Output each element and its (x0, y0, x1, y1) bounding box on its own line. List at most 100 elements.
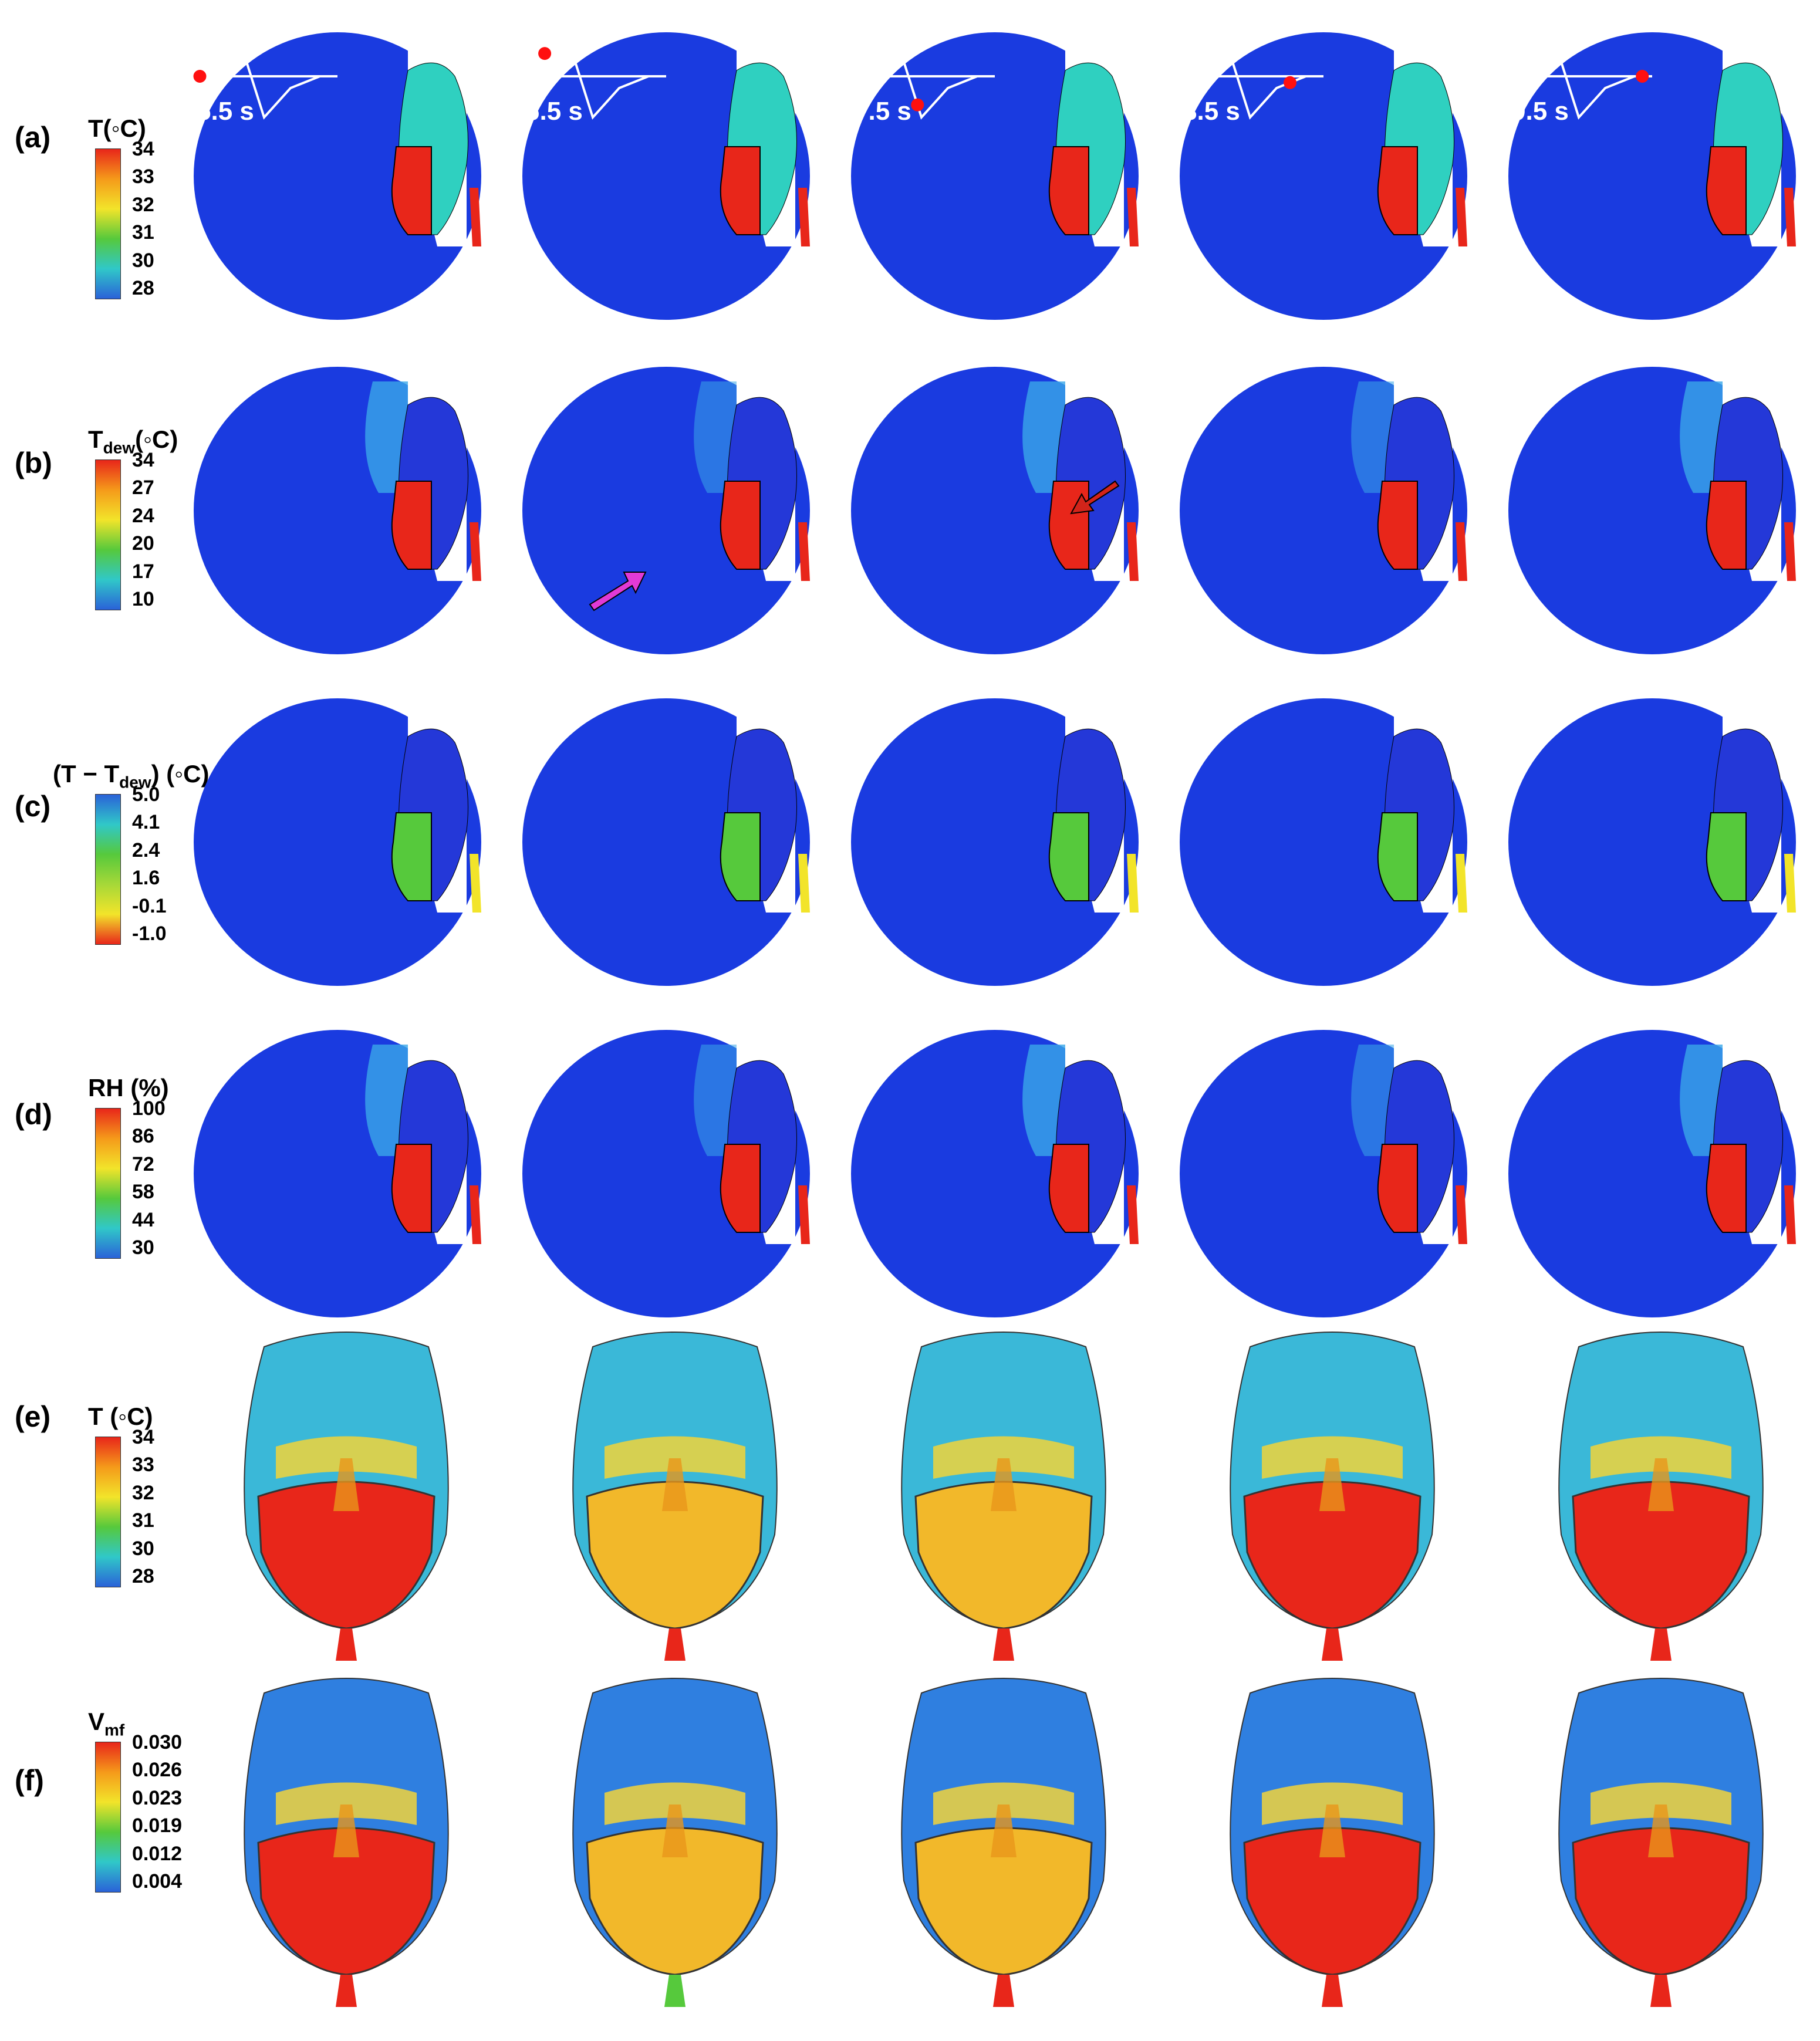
neck-tube (1650, 1628, 1672, 1661)
row-label: (b) (15, 447, 52, 479)
mask-region (1377, 812, 1418, 901)
colorbar-legend: T (◦C) 34 33 32 31 30 28 (88, 1403, 205, 1587)
nose (1648, 1805, 1674, 1857)
colorbar-legend: T(◦C) 34 33 32 31 30 28 (88, 114, 205, 299)
waveform-marker (1636, 70, 1649, 83)
time-label: 8.5 s (1183, 97, 1240, 126)
domain-panel-svg (1180, 698, 1467, 986)
mask-region (391, 481, 432, 570)
colorbar-title: Tdew(◦C) (88, 425, 178, 457)
domain-panel-svg (193, 32, 481, 320)
face-panel (1538, 1323, 1784, 1687)
waveform-line (194, 33, 337, 120)
row-label: (f) (15, 1764, 44, 1797)
neck-strap (1784, 1185, 1796, 1244)
colorbar-tick-label: 0.023 (132, 1786, 183, 1809)
domain-panel-svg (522, 1030, 810, 1317)
colorbar-tick-label: 30 (132, 249, 154, 272)
colorbar-tick-label: 30 (132, 1537, 154, 1560)
domain-panel-svg (194, 367, 481, 654)
eye-region (1262, 1782, 1403, 1825)
eye-region (605, 1436, 745, 1479)
domain-panel-svg (194, 698, 481, 986)
colorbar-tick-label: 28 (132, 1565, 154, 1588)
breathing-waveform (1180, 33, 1323, 120)
breathing-waveform (522, 33, 666, 120)
domain-panel-svg (851, 1030, 1139, 1317)
exhaled-plume (1351, 381, 1394, 493)
neck-strap (1456, 854, 1467, 913)
neck-tube (664, 1628, 686, 1661)
exhaled-plume (365, 381, 408, 493)
face-panel-svg (901, 1332, 1106, 1661)
domain-panel (1476, 998, 1820, 1350)
colorbar-title: T (◦C) (88, 1403, 153, 1431)
nose (333, 1458, 359, 1511)
domain-panel-svg (194, 1030, 481, 1317)
colorbar-title-text: T (◦C) (88, 1403, 153, 1430)
colorbar-title-text: RH (%) (88, 1074, 169, 1101)
neck-strap (1127, 188, 1139, 246)
colorbar-tick-label: 2.4 (132, 839, 160, 861)
colorbar-title: Vmf (88, 1708, 124, 1739)
colorbar-tick-label: 17 (132, 560, 154, 583)
face-panel-svg (1230, 1678, 1435, 2007)
domain-panel (819, 0, 1171, 352)
waveform-line (851, 33, 995, 120)
domain-panel-svg (1180, 1030, 1467, 1317)
mask-region (1377, 1144, 1418, 1233)
colorbar-legend: Tdew(◦C) 34 27 24 20 17 10 (88, 425, 205, 610)
domain-panel-svg (851, 367, 1139, 654)
domain-panel (1147, 666, 1500, 1018)
colorbar-gradient (95, 459, 121, 610)
colorbar-tick-label: 32 (132, 1481, 154, 1504)
mask-region (391, 1144, 432, 1233)
neck-strap (470, 188, 481, 246)
colorbar-tick-label: 5.0 (132, 783, 160, 806)
exhaled-plume (694, 1045, 737, 1156)
mask-region (1048, 812, 1089, 901)
colorbar-gradient (95, 1742, 121, 1893)
domain-panel-svg (522, 698, 810, 986)
neck-strap (1127, 1185, 1139, 1244)
colorbar-title: T(◦C) (88, 114, 146, 143)
colorbar-title-text: T(◦C) (88, 114, 146, 142)
colorbar-title-subscript: dew (119, 773, 151, 792)
domain-panel-svg (851, 32, 1139, 320)
domain-panel (819, 666, 1171, 1018)
face-panel (1209, 1670, 1456, 2033)
mask-region (1706, 812, 1747, 901)
mask-region (1706, 481, 1747, 570)
face-panel-svg (244, 1678, 449, 2007)
exhaled-plume (1680, 1045, 1723, 1156)
colorbar-tick-label: 34 (132, 138, 154, 160)
exhaled-plume (1022, 381, 1065, 493)
domain-panel (490, 334, 842, 687)
colorbar-tick-label: 27 (132, 477, 154, 499)
colorbar-tick-label: 44 (132, 1208, 154, 1231)
nose (991, 1805, 1017, 1857)
nose (662, 1805, 688, 1857)
mask-region (1377, 146, 1418, 235)
nose (662, 1458, 688, 1511)
nose (1648, 1458, 1674, 1511)
neck-tube (993, 1628, 1014, 1661)
domain-panel-svg (1508, 1030, 1796, 1317)
row-label: (c) (15, 790, 51, 823)
domain-panel (161, 334, 514, 687)
colorbar-title-text: V (88, 1708, 105, 1735)
colorbar-tick-label: 32 (132, 193, 154, 216)
mask-region (391, 812, 432, 901)
mask-region (1706, 146, 1747, 235)
domain-panel (161, 998, 514, 1350)
eye-region (933, 1782, 1074, 1825)
row-label: (a) (15, 121, 51, 154)
row-label: (d) (15, 1098, 52, 1131)
colorbar-title-subscript: mf (104, 1721, 125, 1739)
neck-tube (1650, 1975, 1672, 2007)
waveform-line (1508, 33, 1652, 120)
domain-panel-svg (1508, 32, 1796, 320)
eye-region (276, 1436, 417, 1479)
neck-tube (664, 1975, 686, 2007)
